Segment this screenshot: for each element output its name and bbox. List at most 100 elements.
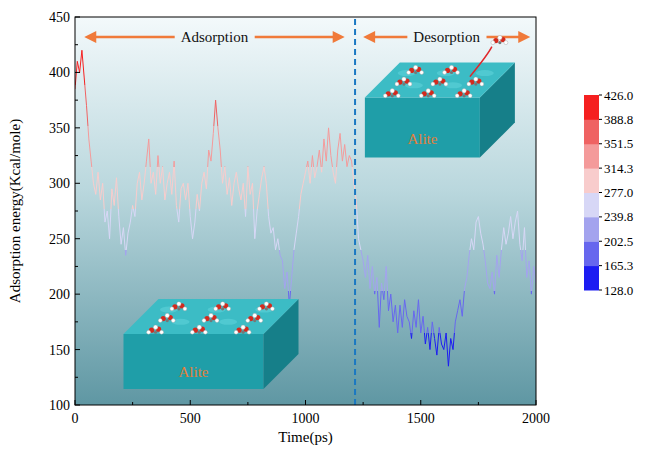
molecule xyxy=(467,77,484,86)
slab-wave xyxy=(208,307,226,313)
atom xyxy=(474,77,478,81)
inset-label: Alite xyxy=(178,364,208,380)
colorbar-tick xyxy=(599,192,602,193)
atom xyxy=(158,319,162,323)
colorbar-band xyxy=(584,193,599,218)
atom xyxy=(419,94,423,98)
atom xyxy=(402,77,406,81)
slab-wave xyxy=(172,319,190,325)
x-tick xyxy=(420,400,421,405)
molecule xyxy=(147,325,164,334)
phase-arrow: Desorption xyxy=(363,29,530,45)
x-tick-label: 0 xyxy=(72,411,79,426)
atom xyxy=(480,82,484,86)
phase-label: Adsorption xyxy=(181,29,249,45)
arrow-shaft xyxy=(255,36,339,39)
atom xyxy=(426,89,430,93)
colorbar-tick xyxy=(599,265,602,266)
x-tick-label: 2000 xyxy=(522,411,550,426)
y-tick-label: 300 xyxy=(49,176,70,191)
colorbar-tick-label: 314.3 xyxy=(604,161,633,176)
atom xyxy=(234,330,238,334)
y-tick xyxy=(75,127,80,128)
y-tick xyxy=(75,17,80,18)
atom xyxy=(431,82,435,86)
divider-line xyxy=(354,17,356,405)
atom xyxy=(265,307,268,310)
x-minor-tick xyxy=(478,402,479,405)
atom xyxy=(177,302,181,306)
atom xyxy=(414,71,417,74)
arrow-head xyxy=(333,31,345,43)
y-tick xyxy=(75,72,80,73)
molecule xyxy=(214,302,231,311)
atom xyxy=(449,65,453,69)
y-tick xyxy=(75,183,80,184)
y-tick-label: 400 xyxy=(49,65,70,80)
y-axis-title: Adsorption energy(Kcal/mole) xyxy=(7,119,24,303)
atom xyxy=(463,94,466,97)
phase-label: Desorption xyxy=(413,29,480,45)
atom xyxy=(177,307,180,310)
atom xyxy=(491,41,495,45)
plot-frame xyxy=(75,17,536,405)
atom xyxy=(444,82,448,86)
atom xyxy=(498,35,502,39)
arrow-head xyxy=(363,31,375,43)
x-minor-tick xyxy=(363,402,364,405)
colorbar-band xyxy=(584,266,599,291)
molecule xyxy=(234,325,251,334)
colorbar-tick xyxy=(599,143,602,144)
desorb-arrow xyxy=(470,47,492,77)
atom xyxy=(432,94,436,98)
atom xyxy=(247,330,251,334)
molecule xyxy=(158,313,175,322)
phase-arrow: Adsorption xyxy=(84,29,344,45)
y-tick xyxy=(75,405,80,406)
atom xyxy=(209,313,213,317)
atom xyxy=(221,307,224,310)
arrow-head xyxy=(518,31,530,43)
atom xyxy=(183,307,187,311)
atom xyxy=(203,330,207,334)
y-minor-tick xyxy=(75,321,78,322)
x-tick xyxy=(305,400,306,405)
atom xyxy=(474,83,477,86)
plot-area xyxy=(75,50,536,366)
y-tick xyxy=(75,294,80,295)
energy-line xyxy=(75,50,536,366)
x-tick xyxy=(536,400,537,405)
slab-wave xyxy=(476,70,494,76)
colorbar-tick xyxy=(599,95,602,96)
y-minor-tick xyxy=(75,377,78,378)
atom xyxy=(160,330,164,334)
atom xyxy=(190,330,194,334)
colorbar-tick xyxy=(599,168,602,169)
atom xyxy=(202,319,206,323)
x-tick-label: 500 xyxy=(180,411,201,426)
atom xyxy=(462,89,466,93)
atom xyxy=(153,325,157,329)
x-minor-tick xyxy=(247,402,248,405)
molecule xyxy=(383,89,400,98)
colorbar-band xyxy=(584,95,599,120)
y-tick xyxy=(75,238,80,239)
atom xyxy=(259,319,263,323)
arrow-head xyxy=(84,31,96,43)
molecule xyxy=(246,313,263,322)
atom xyxy=(396,94,400,98)
atom xyxy=(241,331,244,334)
atom xyxy=(455,94,459,98)
atom xyxy=(427,94,430,97)
colorbar-tick xyxy=(599,290,602,291)
plot-background xyxy=(75,17,536,405)
x-tick-label: 1000 xyxy=(292,411,320,426)
atom xyxy=(391,94,394,97)
x-tick-label: 1500 xyxy=(407,411,435,426)
y-tick-label: 150 xyxy=(49,343,70,358)
colorbar-tick xyxy=(599,216,602,217)
slab-wave xyxy=(219,319,237,325)
y-tick-label: 200 xyxy=(49,287,70,302)
y-tick xyxy=(75,349,80,350)
slab-wave xyxy=(437,70,455,76)
